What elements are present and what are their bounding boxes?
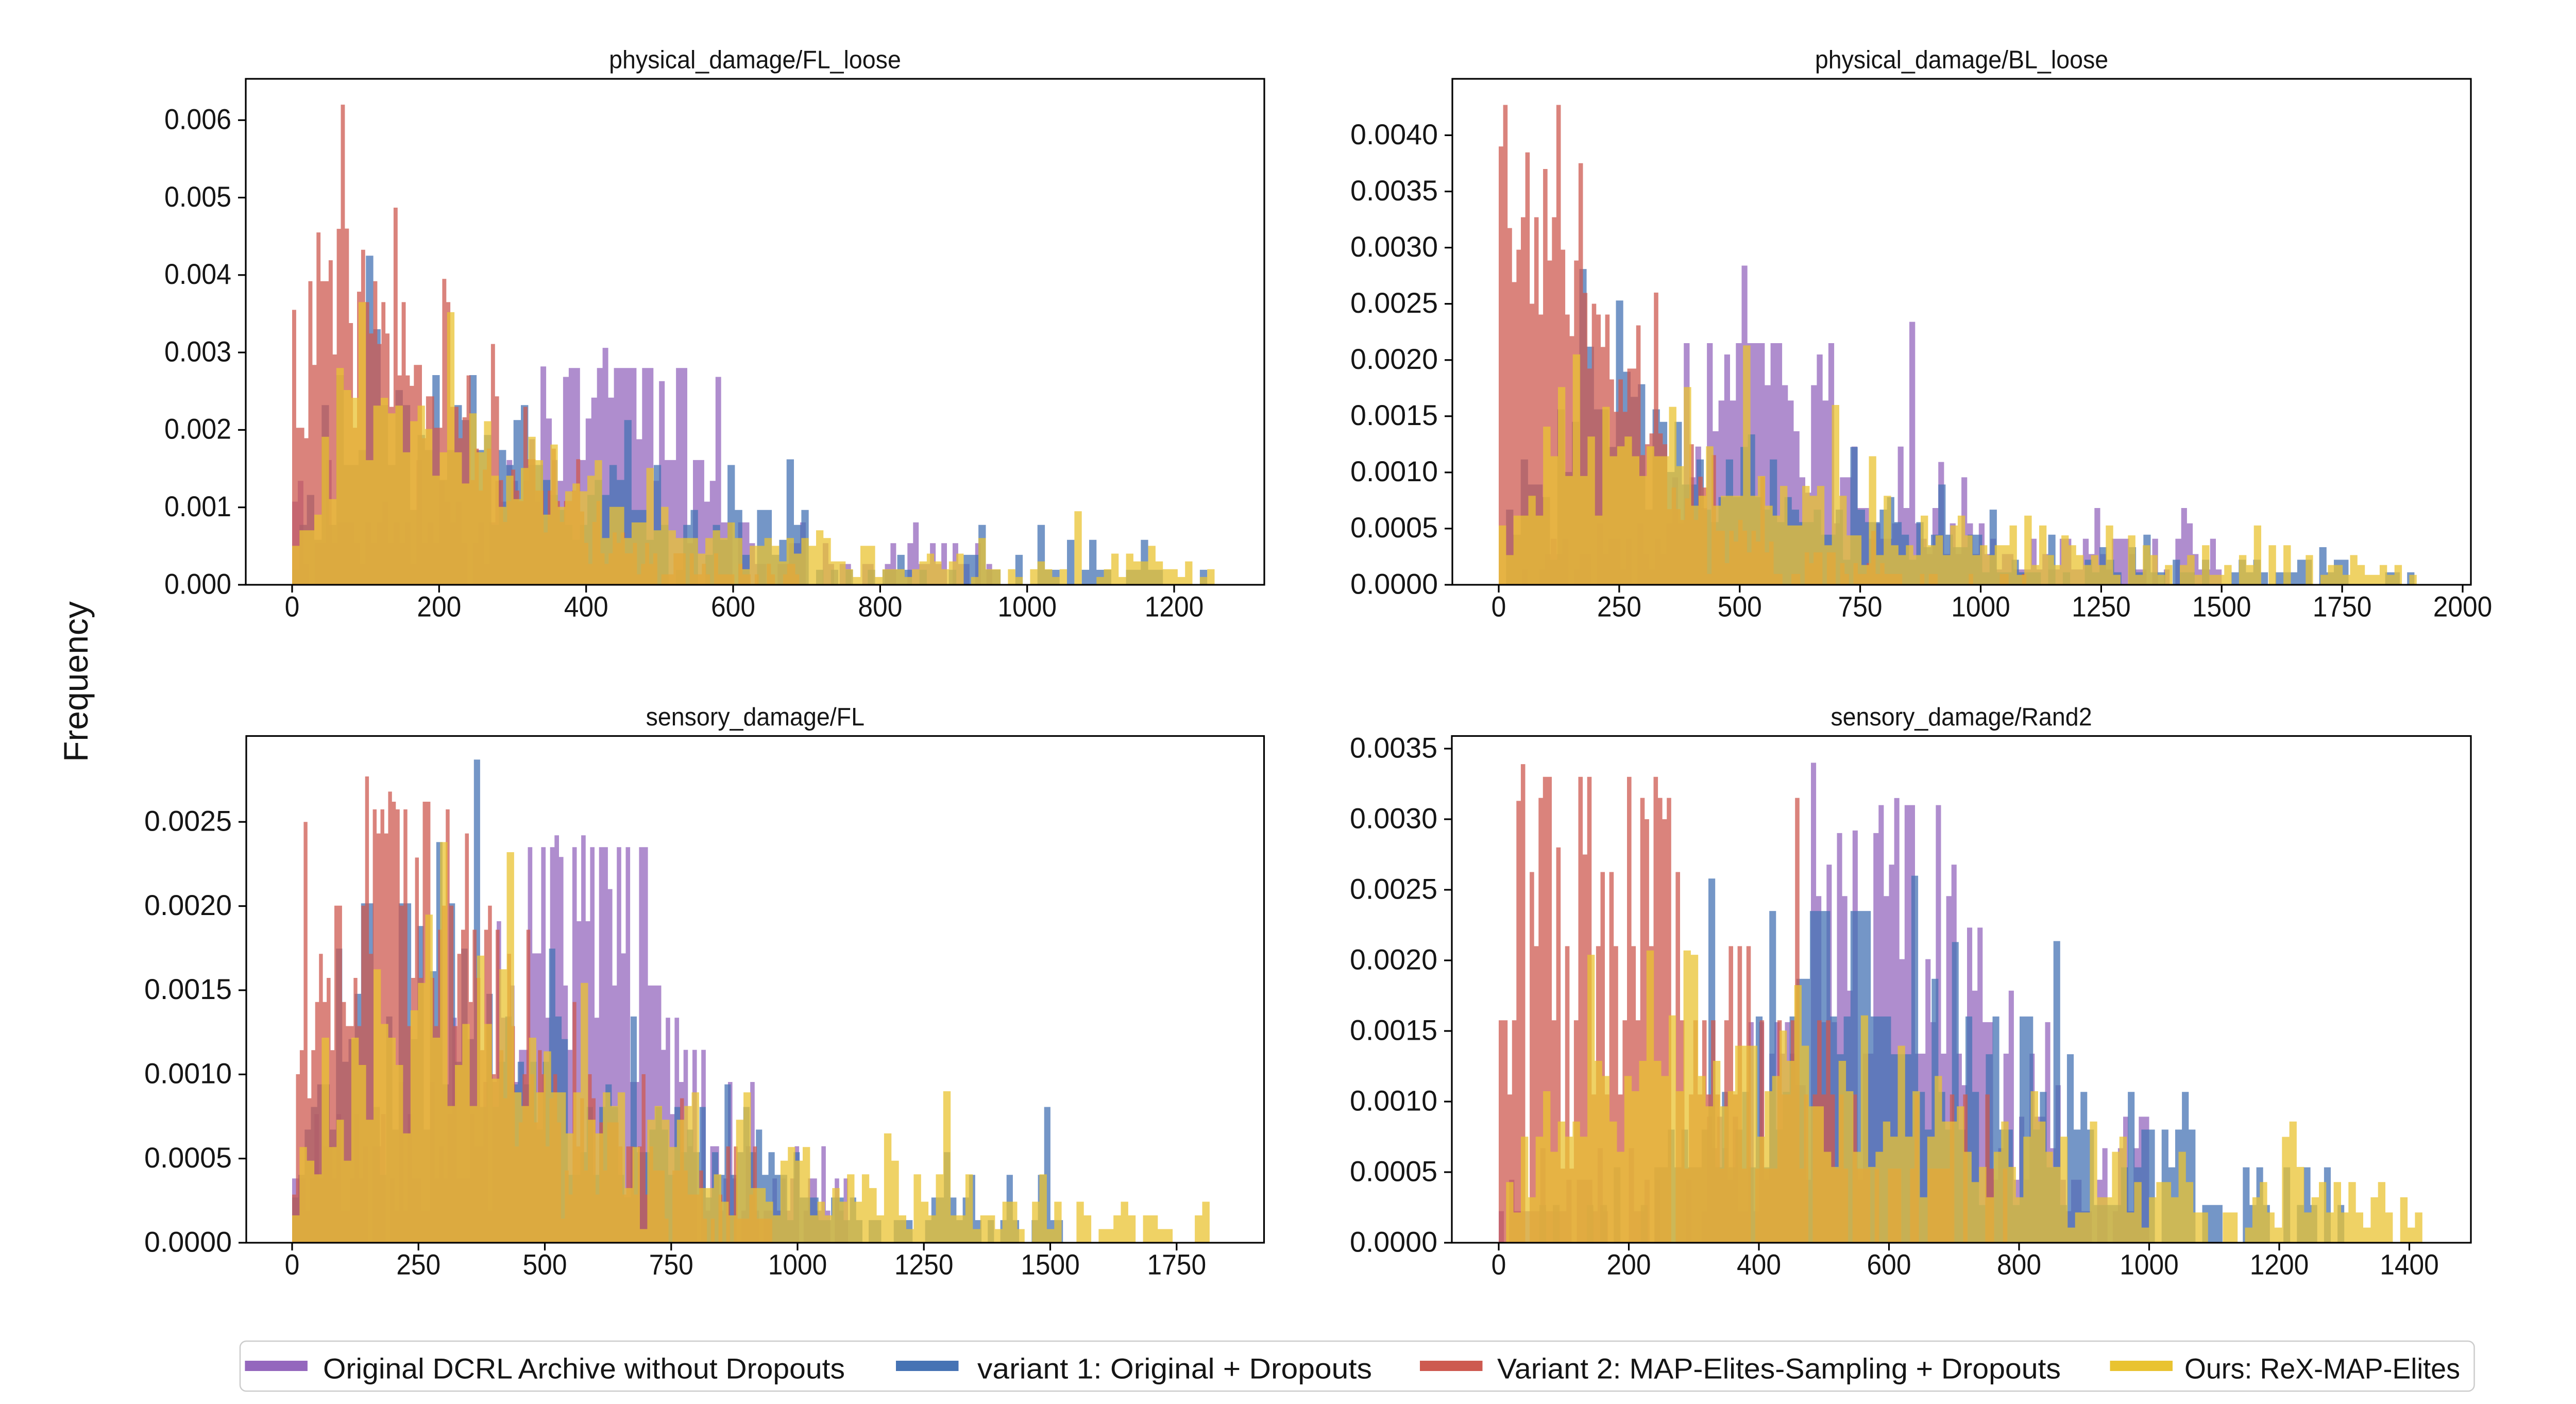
svg-text:0: 0 (285, 590, 300, 623)
svg-text:0.0010: 0.0010 (1350, 455, 1438, 487)
svg-text:600: 600 (711, 590, 755, 623)
svg-text:1500: 1500 (1021, 1248, 1080, 1281)
svg-text:0.005: 0.005 (164, 180, 231, 213)
svg-text:0.0020: 0.0020 (1350, 943, 1437, 975)
svg-text:500: 500 (1718, 590, 1762, 623)
svg-text:Frequency: Frequency (57, 601, 95, 762)
svg-text:0: 0 (1492, 590, 1506, 623)
svg-text:1750: 1750 (2313, 590, 2372, 623)
svg-text:400: 400 (1737, 1248, 1781, 1281)
svg-text:200: 200 (417, 590, 461, 623)
svg-text:physical_damage/BL_loose: physical_damage/BL_loose (1815, 46, 2108, 74)
svg-text:0.0005: 0.0005 (1350, 1155, 1437, 1187)
svg-text:250: 250 (396, 1248, 440, 1281)
svg-text:0.0025: 0.0025 (1350, 286, 1438, 319)
svg-text:Ours: ReX-MAP-Elites: Ours: ReX-MAP-Elites (2184, 1352, 2460, 1385)
svg-text:200: 200 (1607, 1248, 1651, 1281)
svg-text:1000: 1000 (2120, 1248, 2179, 1281)
svg-text:0.0035: 0.0035 (1350, 731, 1437, 764)
svg-text:0.0020: 0.0020 (144, 889, 232, 921)
svg-text:Original DCRL Archive without: Original DCRL Archive without Dropouts (323, 1352, 845, 1385)
svg-text:1200: 1200 (2250, 1248, 2309, 1281)
svg-text:0.0000: 0.0000 (144, 1225, 232, 1258)
svg-text:0.0015: 0.0015 (1350, 1013, 1437, 1046)
svg-text:0.006: 0.006 (164, 103, 231, 136)
svg-text:0.0030: 0.0030 (1350, 230, 1438, 263)
svg-text:0.0020: 0.0020 (1350, 343, 1438, 375)
svg-text:0.0025: 0.0025 (144, 805, 232, 837)
svg-text:0.0005: 0.0005 (144, 1141, 232, 1174)
svg-text:sensory_damage/Rand2: sensory_damage/Rand2 (1831, 703, 2092, 731)
svg-text:0.0030: 0.0030 (1350, 802, 1437, 834)
svg-text:1750: 1750 (1147, 1248, 1207, 1281)
svg-text:0.004: 0.004 (164, 258, 231, 290)
svg-text:600: 600 (1867, 1248, 1911, 1281)
svg-text:500: 500 (523, 1248, 567, 1281)
svg-text:1000: 1000 (997, 590, 1057, 623)
svg-text:750: 750 (649, 1248, 693, 1281)
svg-text:0.0035: 0.0035 (1350, 174, 1438, 207)
svg-text:2000: 2000 (2433, 590, 2493, 623)
svg-text:0.003: 0.003 (164, 335, 231, 367)
svg-text:0.002: 0.002 (164, 413, 231, 445)
svg-text:0.0005: 0.0005 (1350, 511, 1438, 544)
svg-text:0.0010: 0.0010 (1350, 1084, 1437, 1117)
svg-text:1250: 1250 (894, 1248, 954, 1281)
svg-text:0.0010: 0.0010 (144, 1057, 232, 1090)
svg-text:800: 800 (1997, 1248, 2041, 1281)
svg-text:physical_damage/FL_loose: physical_damage/FL_loose (609, 46, 901, 74)
svg-text:0.0000: 0.0000 (1350, 1225, 1437, 1258)
svg-text:0.0000: 0.0000 (1350, 567, 1438, 600)
svg-text:variant 1: Original + Dropouts: variant 1: Original + Dropouts (977, 1352, 1372, 1385)
svg-text:750: 750 (1838, 590, 1883, 623)
svg-text:800: 800 (858, 590, 902, 623)
svg-text:sensory_damage/FL: sensory_damage/FL (646, 703, 865, 731)
svg-text:400: 400 (564, 590, 608, 623)
svg-text:250: 250 (1597, 590, 1641, 623)
svg-text:0.0015: 0.0015 (144, 973, 232, 1005)
svg-text:0: 0 (1492, 1248, 1506, 1281)
svg-text:0.000: 0.000 (164, 567, 231, 600)
svg-text:1500: 1500 (2192, 590, 2251, 623)
svg-text:0.0025: 0.0025 (1350, 872, 1437, 905)
svg-text:1000: 1000 (1951, 590, 2010, 623)
svg-text:1000: 1000 (768, 1248, 827, 1281)
svg-text:0: 0 (285, 1248, 300, 1281)
svg-text:0.0040: 0.0040 (1350, 118, 1438, 150)
svg-text:Variant 2: MAP-Elites-Sampling: Variant 2: MAP-Elites-Sampling + Dropout… (1497, 1352, 2061, 1385)
svg-text:1400: 1400 (2380, 1248, 2439, 1281)
svg-text:0.001: 0.001 (164, 490, 231, 522)
svg-text:0.0015: 0.0015 (1350, 399, 1438, 431)
svg-text:1200: 1200 (1145, 590, 1204, 623)
svg-text:1250: 1250 (2072, 590, 2131, 623)
